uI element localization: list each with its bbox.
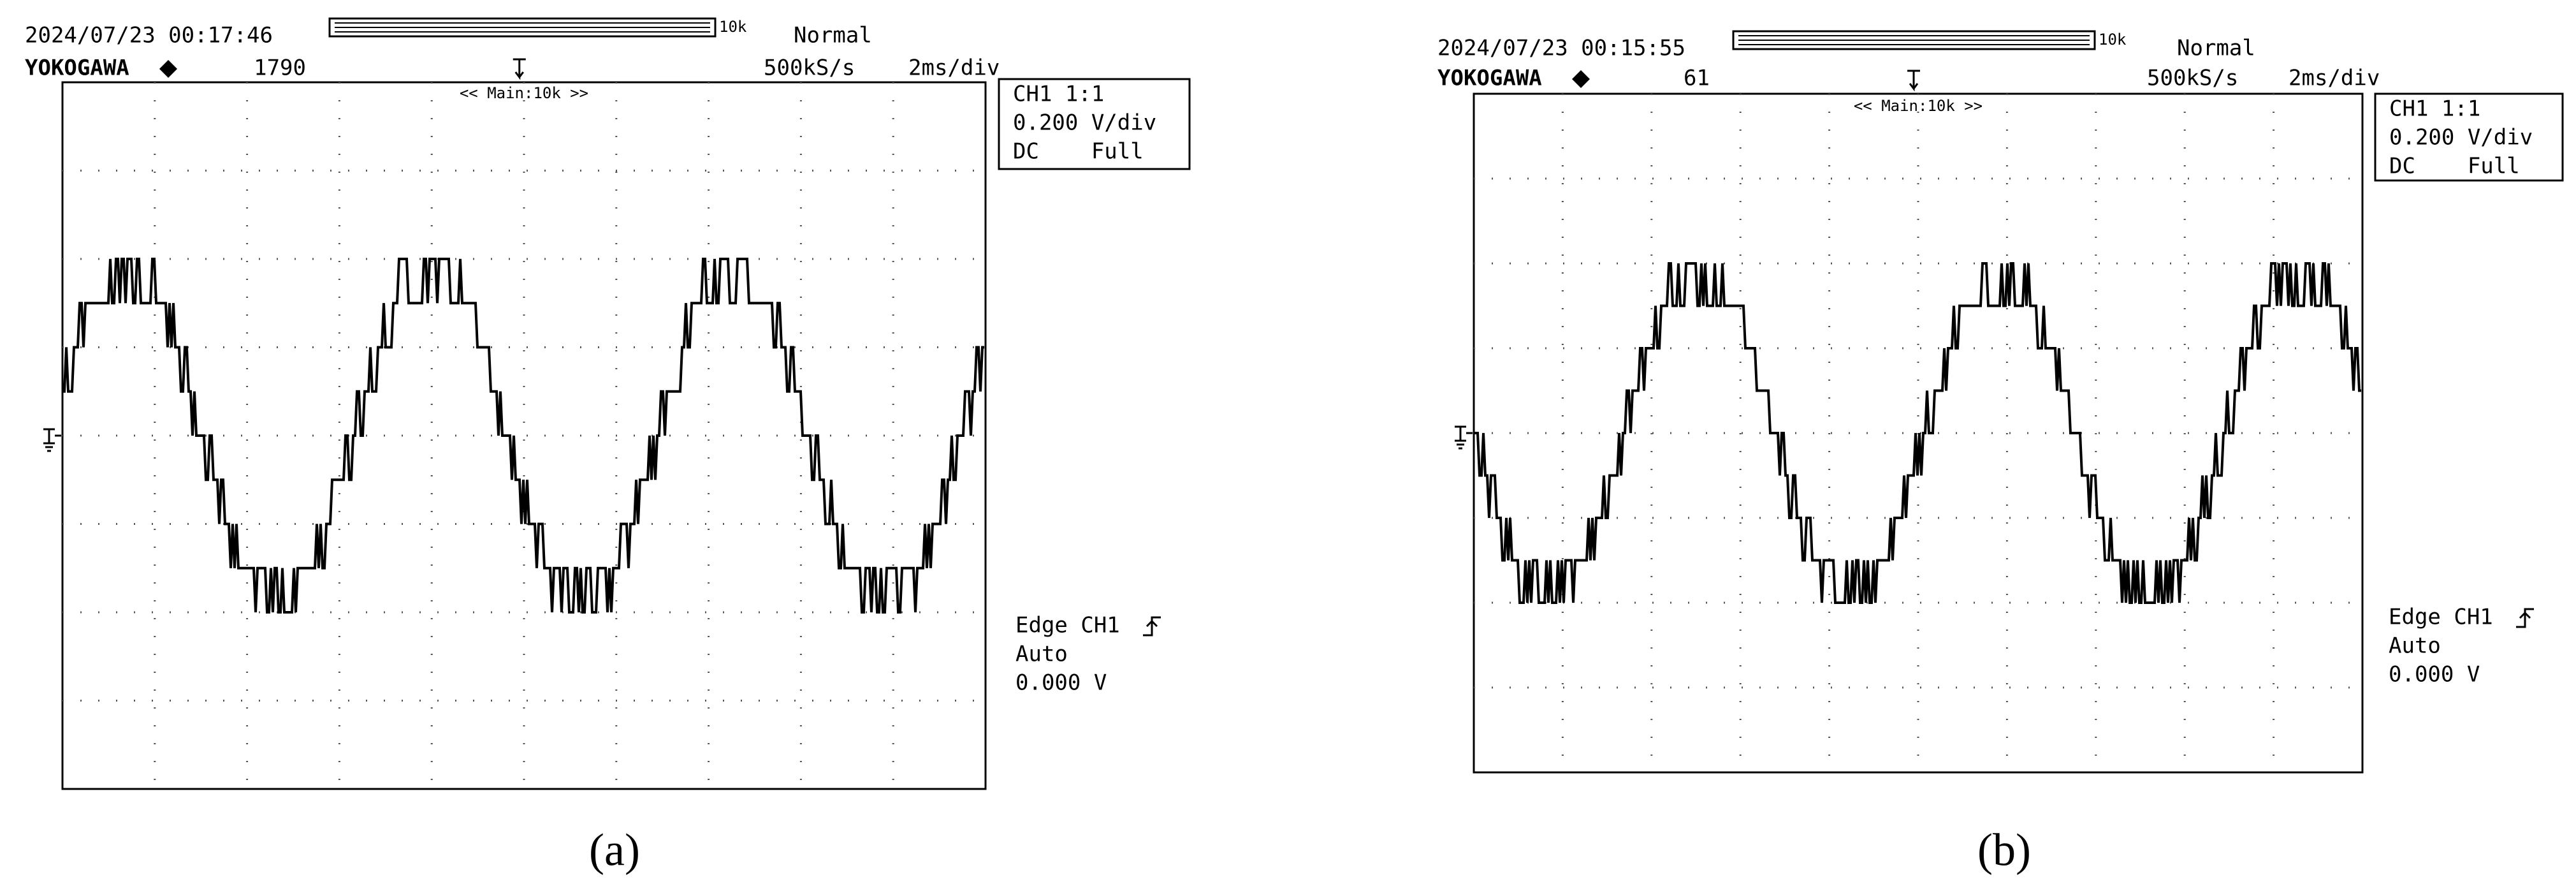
brand-diamond — [1572, 70, 1590, 88]
waveform — [62, 258, 984, 614]
waveform — [1474, 262, 2361, 604]
trigger-info: 0.000 V — [1015, 670, 1107, 696]
time-div: 2ms/div — [2289, 66, 2380, 91]
record-length: 10k — [719, 18, 747, 36]
timestamp: 2024/07/23 00:17:46 — [25, 23, 273, 48]
edge-icon — [2516, 608, 2534, 628]
trigger-mode: Normal — [794, 23, 872, 48]
edge-icon — [1143, 616, 1161, 637]
panel-label: (b) — [1977, 825, 2031, 876]
trigger-info: 0.000 V — [2389, 662, 2480, 688]
ground-marker — [1455, 425, 1473, 450]
time-div: 2ms/div — [908, 55, 1000, 81]
trigger-position — [513, 58, 526, 80]
sample-rate: 500kS/s — [764, 55, 855, 81]
channel-info: CH1 1:1 — [2389, 96, 2480, 122]
timestamp: 2024/07/23 00:15:55 — [1437, 36, 1685, 61]
record-length: 10k — [2099, 31, 2127, 48]
channel-box — [998, 78, 1191, 170]
acquisition-count: 61 — [1684, 66, 1710, 91]
record-bar — [1732, 30, 2096, 50]
trigger-info: Auto — [1015, 642, 1068, 667]
channel-info: 0.200 V/div — [1013, 110, 1156, 136]
trigger-info: Auto — [2389, 633, 2441, 659]
record-bar — [328, 17, 717, 38]
channel-info: DC Full — [1013, 139, 1144, 165]
screen — [61, 81, 987, 790]
channel-info: DC Full — [2389, 154, 2520, 179]
brand: YOKOGAWA — [25, 55, 129, 81]
channel-box — [2374, 92, 2564, 182]
channel-info: 0.200 V/div — [2389, 125, 2533, 151]
panel-label: (a) — [589, 825, 640, 876]
acquisition-count: 1790 — [254, 55, 306, 81]
oscilloscope-panel: 2024/07/23 00:17:46 YOKOGAWA 1790 10k Normal… — [25, 17, 1191, 876]
sample-rate: 500kS/s — [2147, 66, 2238, 91]
zoom-label: << Main:10k >> — [1854, 97, 1983, 115]
brand-diamond — [159, 60, 177, 78]
trigger-mode: Normal — [2177, 36, 2255, 61]
trigger-info: Edge CH1 — [2389, 605, 2493, 630]
trigger-info: Edge CH1 — [1015, 613, 1120, 638]
channel-info: CH1 1:1 — [1013, 82, 1104, 107]
oscilloscope-panel: 2024/07/23 00:15:55 YOKOGAWA 61 10k Normal 50… — [1437, 30, 2564, 876]
ground-marker — [43, 428, 61, 452]
brand: YOKOGAWA — [1437, 66, 1542, 91]
zoom-label: << Main:10k >> — [460, 84, 588, 102]
trigger-position — [1907, 70, 1921, 92]
